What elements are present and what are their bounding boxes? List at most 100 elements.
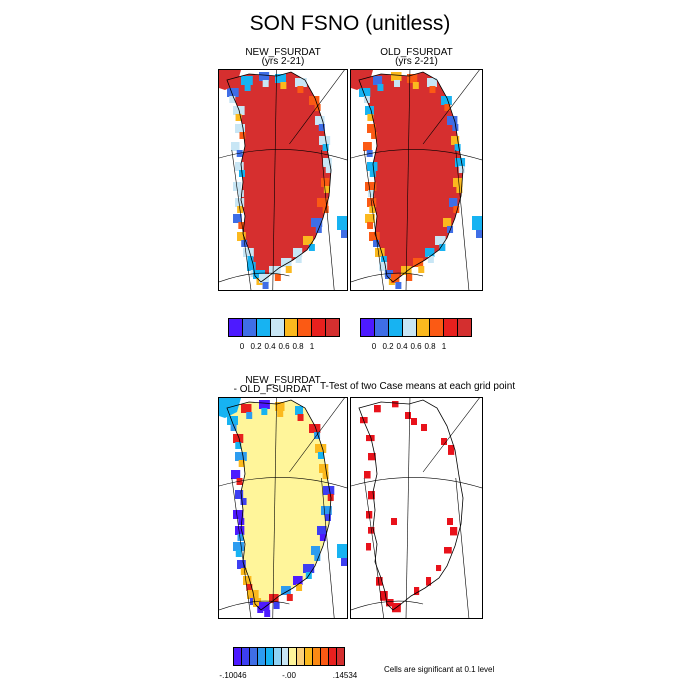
grid-cell (240, 498, 247, 505)
map-ttest (351, 398, 482, 618)
grid-cell (235, 198, 245, 207)
grid-cell (231, 142, 240, 151)
grid-cell (233, 182, 242, 191)
grid-cell (321, 178, 330, 187)
significant-cell (450, 527, 458, 536)
colorbar-tick-label: 0.6 (278, 342, 290, 351)
colorbar-tick-label: 0.4 (396, 342, 408, 351)
graticule-lon (231, 477, 252, 618)
grid-cell (317, 526, 327, 535)
grid-cell (315, 116, 325, 125)
graticule-lon (455, 477, 470, 618)
colorbar-swatch (374, 319, 389, 336)
panel-new-subtitle: (yrs 2-21) (261, 56, 305, 67)
graticule-lon (455, 149, 470, 290)
graticule-lon (321, 477, 335, 618)
grid-cell (277, 410, 284, 417)
grid-cell (227, 88, 239, 97)
grid-cell (406, 274, 413, 281)
grid-cell (247, 590, 259, 599)
grid-cell (295, 78, 307, 87)
graticule-lat (351, 149, 482, 161)
grid-cell (443, 218, 452, 227)
colorbar-tick-label: .14534 (332, 671, 358, 680)
graticule-lat (219, 272, 290, 283)
grid-cell (235, 526, 245, 535)
grid-cell (391, 72, 402, 81)
grid-cell (303, 236, 314, 245)
grid-cell (351, 70, 373, 90)
significant-cell (405, 412, 411, 419)
colorbar-swatch (256, 319, 271, 336)
graticule-lon (321, 149, 335, 290)
grid-cell (233, 510, 244, 519)
grid-cell (253, 270, 265, 279)
panel-new-title: NEW_FSURDAT (245, 47, 321, 58)
grid-cell (373, 76, 383, 85)
grid-cell (243, 576, 252, 585)
colorbar-swatch (270, 319, 285, 336)
colorbar-swatch (312, 319, 327, 336)
colorbar-swatch (289, 648, 298, 665)
grid-cell (293, 576, 303, 585)
grid-cell (429, 86, 436, 93)
figure-title: SON FSNO (unitless) (249, 12, 451, 35)
colorbar-tick-label: 1 (309, 342, 315, 351)
grid-cell (259, 72, 270, 81)
colorbar-tick-label: 0.2 (382, 342, 394, 351)
colorbar-swatch (430, 319, 445, 336)
panel-diff-map (218, 397, 348, 619)
grid-cell (323, 158, 332, 167)
grid-cell (269, 594, 279, 603)
grid-cell (262, 80, 269, 87)
colorbar-swatch (402, 319, 417, 336)
grid-cell (319, 464, 329, 473)
colorbar-tick-label: 0.6 (410, 342, 422, 351)
grid-cell (297, 86, 304, 93)
grid-cell (227, 416, 238, 425)
grid-cell (444, 104, 451, 111)
map-old (351, 70, 482, 290)
grid-cell (377, 84, 384, 91)
grid-cell (233, 542, 244, 551)
colorbar-tick-label: -.00 (282, 671, 296, 680)
grid-cell (309, 96, 320, 105)
graticule-lat (351, 477, 482, 489)
coastline (226, 71, 332, 283)
colorbar-swatch (257, 648, 266, 665)
grid-cell (233, 214, 242, 223)
grid-cell (246, 584, 253, 591)
significant-cell (426, 577, 432, 586)
colorbar-swatch (388, 319, 403, 336)
grid-cell (309, 424, 321, 433)
significant-cell (447, 518, 453, 525)
grid-cell (453, 206, 460, 213)
grid-cell (275, 402, 285, 411)
coastline (226, 399, 332, 611)
colorbar-tick-label: 0.2 (250, 342, 262, 351)
colorbar-swatch (229, 319, 243, 336)
grid-cell (323, 486, 335, 495)
significant-cell (391, 518, 397, 525)
colorbar-swatch (444, 319, 459, 336)
grid-cell (379, 262, 388, 271)
grid-cell (359, 88, 371, 97)
grid-cell (235, 114, 242, 121)
grid-cell (367, 124, 376, 133)
significant-cell (366, 543, 372, 551)
coastline (358, 71, 464, 283)
grid-cell (259, 274, 270, 283)
significant-cell (414, 587, 420, 596)
grid-cell (235, 442, 242, 449)
significant-cell (444, 547, 452, 554)
grid-cell (439, 244, 446, 251)
panel-ttest-title: T-Test of two Case means at each grid po… (320, 381, 516, 392)
grid-cell (323, 186, 330, 193)
grid-cell (319, 534, 326, 541)
grid-cell (315, 444, 327, 453)
colorbar-new (228, 318, 340, 337)
grid-cell (269, 266, 281, 275)
grid-cell (235, 162, 244, 171)
colorbar-swatch (284, 319, 299, 336)
colorbar-tick-label: 0.8 (292, 342, 304, 351)
